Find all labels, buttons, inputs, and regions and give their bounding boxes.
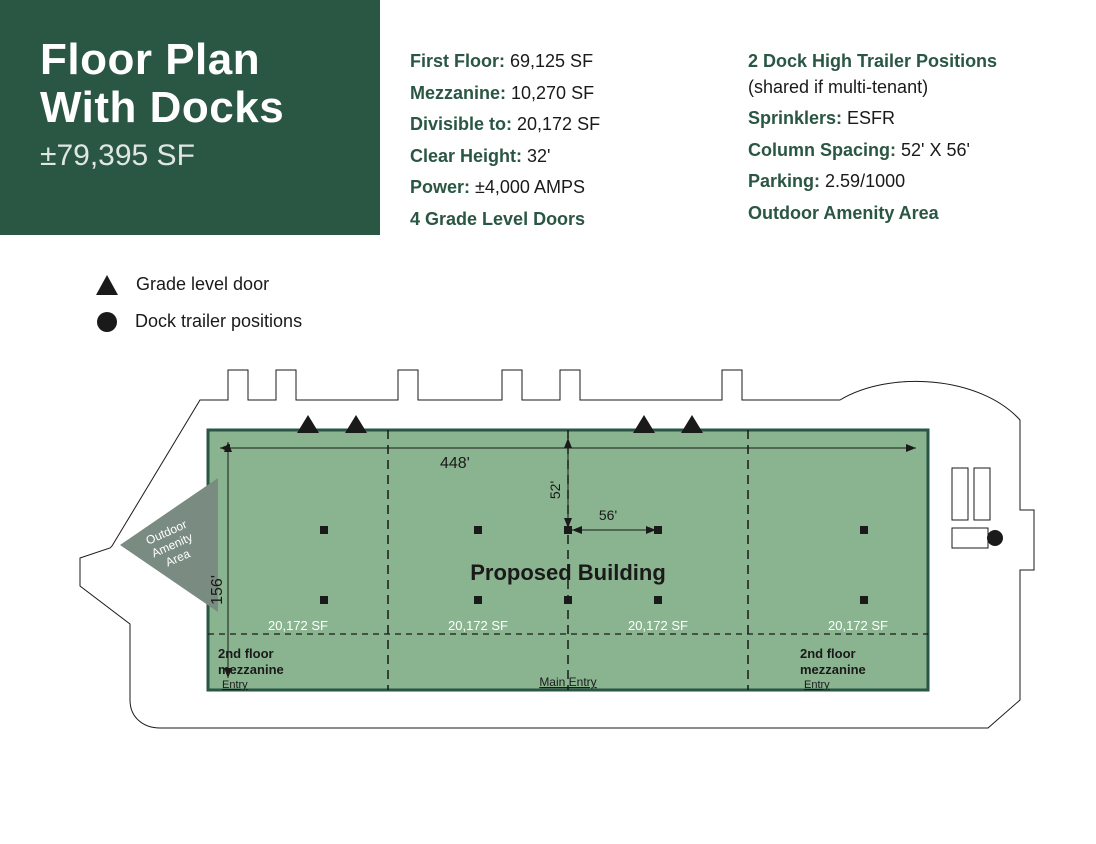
building-label: Proposed Building bbox=[470, 560, 666, 585]
column-marker bbox=[564, 596, 572, 604]
title-line-1: Floor Plan bbox=[40, 35, 260, 84]
spec-value: ESFR bbox=[842, 108, 895, 128]
spec-row: Sprinklers: ESFR bbox=[748, 103, 1068, 135]
grade-door-icon bbox=[633, 415, 655, 433]
spec-row: First Floor: 69,125 SF bbox=[410, 46, 700, 78]
entry-label: Entry bbox=[804, 679, 830, 691]
spec-label: First Floor: bbox=[410, 51, 505, 71]
legend-grade-door: Grade level door bbox=[96, 274, 302, 295]
column-marker bbox=[474, 596, 482, 604]
column-marker bbox=[654, 596, 662, 604]
spec-label: Outdoor Amenity Area bbox=[748, 203, 939, 223]
legend-grade-door-label: Grade level door bbox=[136, 274, 269, 295]
spec-row: Parking: 2.59/1000 bbox=[748, 166, 1068, 198]
trailer-stall bbox=[974, 468, 990, 520]
spec-value: 10,270 SF bbox=[506, 83, 594, 103]
mezzanine-label-2: mezzanine bbox=[800, 662, 866, 677]
dock-bay bbox=[952, 528, 988, 548]
height-dimension: 156' bbox=[209, 575, 226, 605]
circle-icon bbox=[97, 312, 117, 332]
mezzanine-label-2: mezzanine bbox=[218, 662, 284, 677]
spec-label: Parking: bbox=[748, 171, 820, 191]
triangle-icon bbox=[96, 275, 118, 295]
bay-sf: 20,172 SF bbox=[628, 618, 688, 633]
spec-row: Outdoor Amenity Area bbox=[748, 198, 1068, 230]
spec-label: Power: bbox=[410, 177, 470, 197]
grade-door-icon bbox=[345, 415, 367, 433]
spec-row: 4 Grade Level Doors bbox=[410, 204, 700, 236]
spec-label: Clear Height: bbox=[410, 146, 522, 166]
mezzanine-label: 2nd floor bbox=[218, 646, 274, 661]
bay-sf: 20,172 SF bbox=[268, 618, 328, 633]
column-marker bbox=[474, 526, 482, 534]
entry-label: Entry bbox=[222, 679, 248, 691]
total-sf: ±79,395 SF bbox=[40, 139, 340, 173]
mezzanine-label: 2nd floor bbox=[800, 646, 856, 661]
legend-dock-position: Dock trailer positions bbox=[96, 311, 302, 332]
spec-label: 2 Dock High Trailer Positions bbox=[748, 51, 997, 71]
column-marker bbox=[320, 596, 328, 604]
legend-dock-position-label: Dock trailer positions bbox=[135, 311, 302, 332]
spec-row: Divisible to: 20,172 SF bbox=[410, 109, 700, 141]
bay-sf: 20,172 SF bbox=[828, 618, 888, 633]
spec-value: 2.59/1000 bbox=[820, 171, 905, 191]
specs-column-2: 2 Dock High Trailer Positions(shared if … bbox=[748, 46, 1068, 229]
spec-row: Column Spacing: 52' X 56' bbox=[748, 135, 1068, 167]
bay-sf: 20,172 SF bbox=[448, 618, 508, 633]
spec-label: Sprinklers: bbox=[748, 108, 842, 128]
spec-label: Mezzanine: bbox=[410, 83, 506, 103]
spec-value: 32' bbox=[522, 146, 550, 166]
page-title: Floor Plan With Docks bbox=[40, 36, 340, 131]
width-dimension: 448' bbox=[440, 455, 470, 472]
dock-position-icon bbox=[987, 530, 1003, 546]
spec-value: 69,125 SF bbox=[505, 51, 593, 71]
grade-door-icon bbox=[297, 415, 319, 433]
trailer-stall bbox=[952, 468, 968, 520]
grade-door-icon bbox=[681, 415, 703, 433]
main-entry-label: Main Entry bbox=[539, 675, 596, 689]
spec-row: Clear Height: 32' bbox=[410, 141, 700, 173]
column-marker bbox=[860, 526, 868, 534]
spec-label: Column Spacing: bbox=[748, 140, 896, 160]
col-spacing-v: 52' bbox=[547, 481, 563, 499]
title-line-2: With Docks bbox=[40, 83, 284, 132]
column-marker bbox=[320, 526, 328, 534]
spec-label: Divisible to: bbox=[410, 114, 512, 134]
spec-label: 4 Grade Level Doors bbox=[410, 209, 585, 229]
spec-row: (shared if multi-tenant) bbox=[748, 72, 1068, 104]
spec-row: Power: ±4,000 AMPS bbox=[410, 172, 700, 204]
col-spacing-h: 56' bbox=[599, 507, 617, 523]
spec-value: 20,172 SF bbox=[512, 114, 600, 134]
spec-value: 52' X 56' bbox=[896, 140, 970, 160]
legend: Grade level door Dock trailer positions bbox=[96, 274, 302, 348]
column-marker bbox=[860, 596, 868, 604]
spec-value: ±4,000 AMPS bbox=[470, 177, 585, 197]
spec-row: Mezzanine: 10,270 SF bbox=[410, 78, 700, 110]
specs-column-1: First Floor: 69,125 SFMezzanine: 10,270 … bbox=[410, 46, 700, 235]
floor-plan-diagram: OutdoorAmenityArea448'156'52'56'Proposed… bbox=[60, 360, 1060, 780]
title-panel: Floor Plan With Docks ±79,395 SF bbox=[0, 0, 380, 235]
